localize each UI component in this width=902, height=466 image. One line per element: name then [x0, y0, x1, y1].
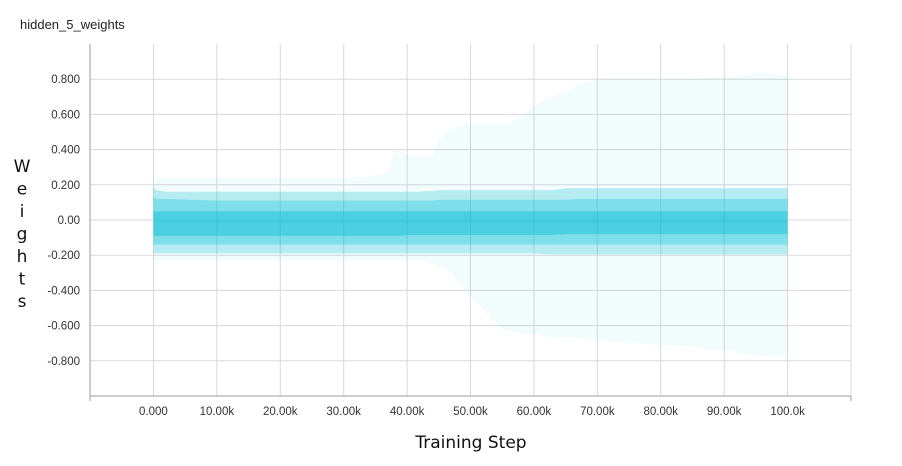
chart-title: hidden_5_weights: [20, 17, 125, 32]
y-tick-label: -0.400: [47, 285, 80, 297]
y-tick-label: -0.800: [47, 356, 80, 368]
band-0: [153, 72, 788, 358]
band-1: [153, 186, 788, 255]
axes: [89, 44, 852, 401]
band-3: [153, 211, 788, 236]
distribution-bands: [153, 72, 788, 358]
x-tick-label: 90.00k: [707, 406, 742, 418]
y-tick-label: -0.600: [47, 321, 80, 333]
x-tick-label: 40.00k: [390, 406, 425, 418]
y-tick-label: 0.600: [51, 109, 80, 121]
x-tick-label: 20.00k: [263, 406, 298, 418]
x-tick-label: 80.00k: [643, 406, 678, 418]
x-tick-label: 50.00k: [453, 406, 488, 418]
band-2: [153, 197, 788, 245]
y-tick-label: 0.800: [51, 74, 80, 86]
x-tick-label: 60.00k: [517, 406, 552, 418]
y-tick-label: -0.200: [47, 250, 80, 262]
y-tick-label: 0.400: [51, 145, 80, 157]
x-tick-label: 10.00k: [200, 406, 235, 418]
y-tick-label: 0.200: [51, 180, 80, 192]
x-tick-label: 100.0k: [770, 406, 805, 418]
x-tick-label: 70.00k: [580, 406, 615, 418]
x-axis-label: Training Step: [414, 433, 526, 453]
x-tick-label: 0.000: [139, 406, 168, 418]
y-tick-label: 0.00: [58, 215, 80, 227]
tick-labels: 0.000 10.00k 20.00k 30.00k 40.00k 50.00k 60.00…: [47, 74, 805, 418]
x-tick-label: 30.00k: [326, 406, 361, 418]
grid: [90, 44, 851, 396]
